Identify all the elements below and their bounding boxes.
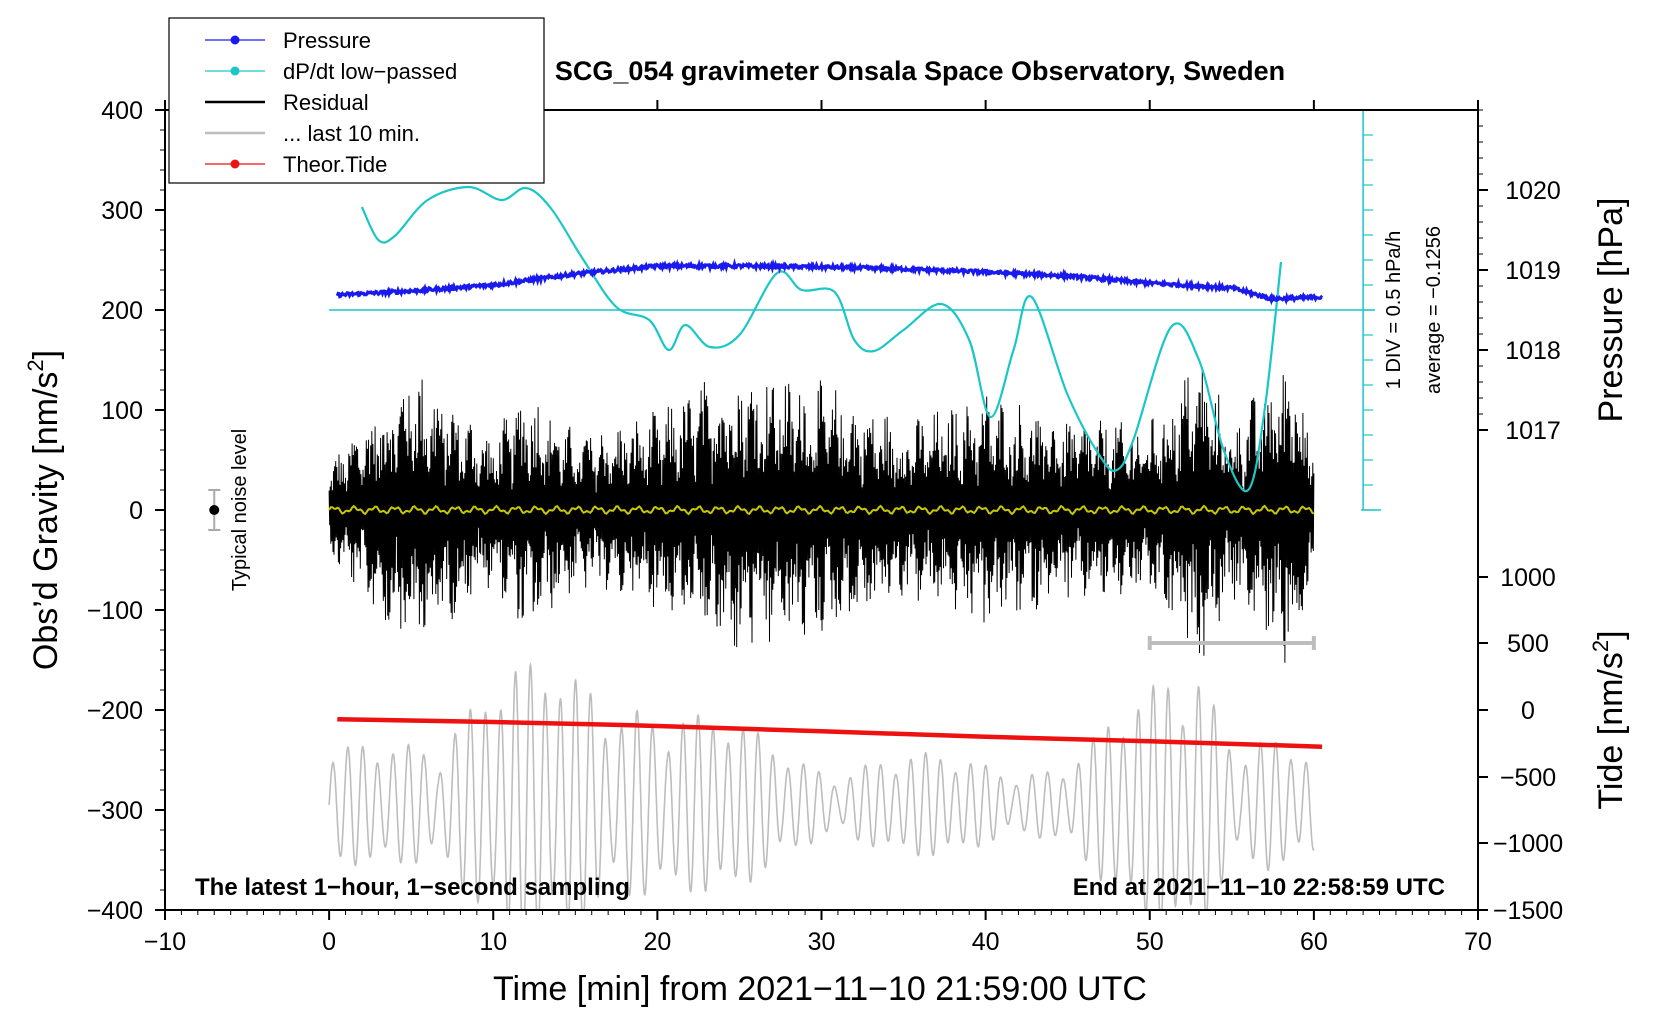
legend-label: Residual xyxy=(283,90,369,115)
tide-tick-label: 500 xyxy=(1507,630,1549,658)
pressure-tick-label: 1017 xyxy=(1505,417,1561,445)
series-residual-lowpass xyxy=(328,504,1315,516)
series-theor-tide xyxy=(337,717,1323,749)
x-tick-label: 70 xyxy=(1464,928,1492,956)
series-dpdt xyxy=(360,185,1283,493)
y-axis-left-label-end: ] xyxy=(27,350,65,359)
noise-level-label: Typical noise level xyxy=(229,429,251,591)
y-axis-left-label-sup: 2 xyxy=(23,359,48,371)
y-tick-label: 0 xyxy=(129,497,143,525)
x-tick-label: 10 xyxy=(479,928,507,956)
y-tick-label: −400 xyxy=(87,897,143,925)
dpdt-average-label: average = −0.1256 xyxy=(1423,226,1445,394)
series-last-10-min xyxy=(328,661,1315,910)
y-tick-label: 200 xyxy=(101,297,143,325)
y-tick-label: 100 xyxy=(101,397,143,425)
x-tick-label: 20 xyxy=(643,928,671,956)
dpdt-div-label: 1 DIV = 0.5 hPa/h xyxy=(1383,231,1405,389)
pressure-tick-label: 1019 xyxy=(1505,257,1561,285)
y-tick-label: 300 xyxy=(101,197,143,225)
annotation-sampling: The latest 1−hour, 1−second sampling xyxy=(195,874,630,901)
tide-tick-label: −500 xyxy=(1500,764,1556,792)
y-tick-label: −300 xyxy=(87,797,143,825)
x-tick-label: 50 xyxy=(1136,928,1164,956)
legend-label: dP/dt low−passed xyxy=(283,59,457,84)
legend-label: ... last 10 min. xyxy=(283,121,420,146)
y-tick-label: −100 xyxy=(87,597,143,625)
tide-tick-label: 1000 xyxy=(1500,564,1556,592)
y-axis-left: 400 300 200 100 0 −100 −200 −300 −400 xyxy=(87,97,165,925)
legend-marker xyxy=(230,35,240,45)
y-axis-pressure: 1020 1019 1018 1017 xyxy=(1478,109,1561,445)
noise-dot xyxy=(209,505,220,515)
x-tick-label: −10 xyxy=(144,928,186,956)
y-tick-label: −200 xyxy=(87,697,143,725)
y-axis-tide-label-main: Tide [nm/s xyxy=(1592,652,1630,809)
tide-tick-label: 0 xyxy=(1521,697,1535,725)
series-residual xyxy=(328,369,1315,663)
y-axis-tide-label-end: ] xyxy=(1592,630,1630,639)
tide-tick-label: −1500 xyxy=(1493,897,1563,925)
x-tick-label: 40 xyxy=(972,928,1000,956)
pressure-tick-label: 1018 xyxy=(1505,337,1561,365)
legend-label: Pressure xyxy=(283,28,371,53)
annotation-end-time: End at 2021−11−10 22:58:59 UTC xyxy=(1073,874,1445,901)
x-tick-label: 30 xyxy=(808,928,836,956)
y-axis-tide: 1000 500 0 −500 −1000 −1500 xyxy=(1478,564,1563,925)
plot-area xyxy=(208,110,1382,910)
legend-marker xyxy=(230,66,240,76)
y-axis-left-label-main: Obs’d Gravity [nm/s xyxy=(27,372,65,671)
pressure-tick-label: 1020 xyxy=(1505,177,1561,205)
legend-box xyxy=(168,17,545,184)
legend-marker xyxy=(230,159,240,169)
x-tick-label: 60 xyxy=(1300,928,1328,956)
series-layer xyxy=(208,110,1382,910)
series-pressure xyxy=(335,257,1324,306)
x-axis-label: Time [min] from 2021−11−10 21:59:00 UTC xyxy=(493,970,1147,1008)
y-axis-tide-label: Tide [nm/s2] xyxy=(1588,630,1630,809)
y-axis-pressure-label: Pressure [hPa] xyxy=(1592,198,1630,423)
y-axis-left-label: Obs’d Gravity [nm/s2] xyxy=(23,350,65,670)
y-tick-label: 400 xyxy=(101,97,143,125)
x-tick-label: 0 xyxy=(322,928,336,956)
y-axis-tide-label-sup: 2 xyxy=(1588,640,1613,652)
legend: Pressure dP/dt low−passed Residual ... last… xyxy=(168,17,545,184)
chart-title: SCG_054 gravimeter Onsala Space Observat… xyxy=(555,56,1285,86)
legend-label: Theor.Tide xyxy=(283,152,387,177)
tide-tick-label: −1000 xyxy=(1493,830,1563,858)
